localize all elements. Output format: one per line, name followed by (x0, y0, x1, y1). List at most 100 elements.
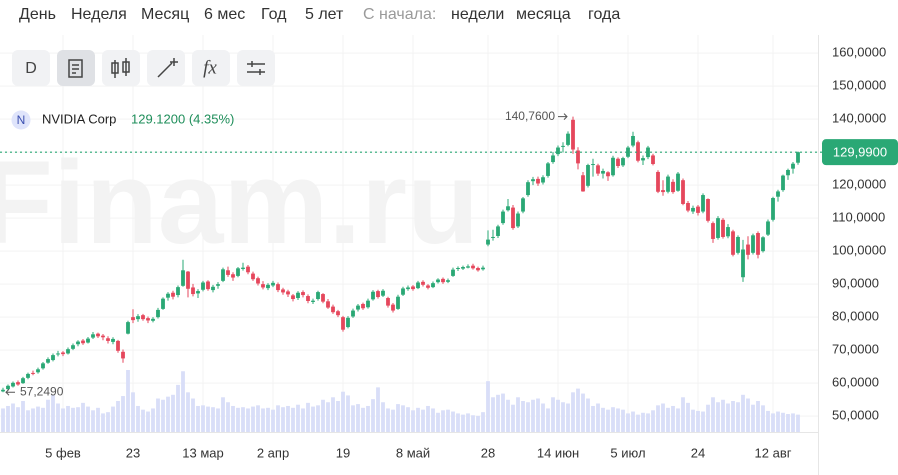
candle-body (566, 133, 570, 145)
volume-bar (326, 402, 330, 432)
volume-bar (651, 410, 655, 432)
candle-body (586, 165, 590, 186)
tool-button[interactable] (192, 50, 230, 86)
since-button[interactable]: месяца (516, 6, 571, 23)
volume-bar (671, 405, 675, 432)
volume-bar (721, 399, 725, 432)
candle-body (681, 180, 685, 204)
volume-bar (496, 394, 500, 432)
y-tick-label: 120,0000 (832, 177, 886, 192)
period-button[interactable]: 5 лет (305, 6, 344, 23)
y-tick-label: 70,0000 (832, 342, 879, 357)
volume-bar (676, 408, 680, 432)
since-button[interactable]: недели (451, 6, 504, 23)
candle-body (451, 269, 455, 276)
volume-bar (631, 411, 635, 432)
volume-bar (586, 398, 590, 432)
period-button[interactable]: Неделя (71, 6, 127, 23)
candle-body (771, 198, 775, 220)
candle-body (311, 300, 315, 302)
volume-bar (201, 405, 205, 432)
tool-button[interactable] (237, 50, 275, 86)
volume-bar (226, 402, 230, 432)
tool-button[interactable] (102, 50, 140, 86)
volume-bar (526, 402, 530, 432)
volume-bar (281, 407, 285, 432)
candle-body (641, 158, 645, 161)
volume-bar (141, 409, 145, 432)
volume-bar (506, 399, 510, 432)
candle-body (591, 164, 595, 166)
candle-body (226, 270, 230, 275)
volume-bar (261, 408, 265, 432)
volume-bar (576, 388, 580, 432)
volume-bar (611, 407, 615, 432)
candle-body (46, 359, 50, 363)
since-button[interactable]: года (588, 6, 620, 23)
volume-bar (491, 397, 495, 432)
interval-button[interactable] (12, 50, 50, 86)
x-tick-label: 23 (126, 445, 140, 460)
volume-bar (361, 407, 365, 432)
volume-bar (551, 397, 555, 432)
candle-body (341, 317, 345, 330)
candle-body (111, 338, 115, 342)
volume-bar (11, 403, 15, 432)
volume-bar (381, 402, 385, 432)
candle-body (576, 150, 580, 164)
candle-body (371, 291, 375, 300)
volume-bar (206, 406, 210, 432)
period-button[interactable]: Год (261, 6, 287, 23)
volume-bar (621, 409, 625, 432)
volume-bar (706, 404, 710, 432)
period-button[interactable]: Месяц (141, 6, 189, 23)
volume-bar (656, 405, 660, 432)
candle-body (741, 249, 745, 278)
volume-bar (441, 410, 445, 432)
volume-bar (26, 410, 30, 432)
candle-body (161, 298, 165, 309)
volume-bar (61, 408, 65, 432)
volume-bar (76, 407, 80, 432)
candle-body (131, 317, 135, 321)
period-button[interactable]: День (19, 6, 56, 23)
volume-bar (531, 399, 535, 432)
candle-body (301, 292, 305, 296)
volume-bar (461, 414, 465, 432)
candle-body (791, 163, 795, 169)
instrument-badge (11, 110, 31, 130)
volume-bar (541, 403, 545, 432)
tool-button[interactable] (57, 50, 95, 86)
volume-bar (731, 401, 735, 432)
candle-body (351, 310, 355, 317)
volume-bar (81, 402, 85, 432)
volume-bar (661, 403, 665, 432)
volume-bar (756, 401, 760, 432)
y-tick-label: 100,0000 (832, 243, 886, 258)
candle-body (446, 280, 450, 282)
volume-bar (451, 411, 455, 432)
volume-bar (316, 405, 320, 432)
candle-body (471, 265, 475, 269)
candle-body (261, 284, 265, 288)
volume-bar (566, 403, 570, 432)
y-tick-label: 150,0000 (832, 78, 886, 93)
candle-body (781, 175, 785, 191)
volume-bar (286, 405, 290, 432)
volume-bar (386, 408, 390, 432)
candle-body (176, 287, 180, 296)
candle-body (746, 244, 750, 255)
candle-body (51, 355, 55, 361)
candle-body (556, 147, 560, 155)
volume-bar (601, 407, 605, 432)
candle-body (121, 351, 125, 359)
candle-body (721, 219, 725, 237)
volume-bar (176, 384, 180, 432)
volume-bar (6, 405, 10, 432)
candle-body (186, 271, 190, 289)
instrument-quote: 129.1200 (4.35%) (131, 111, 234, 126)
candle-body (416, 282, 420, 289)
annotation-arrow (558, 113, 568, 120)
period-button[interactable]: 6 мес (204, 6, 245, 23)
